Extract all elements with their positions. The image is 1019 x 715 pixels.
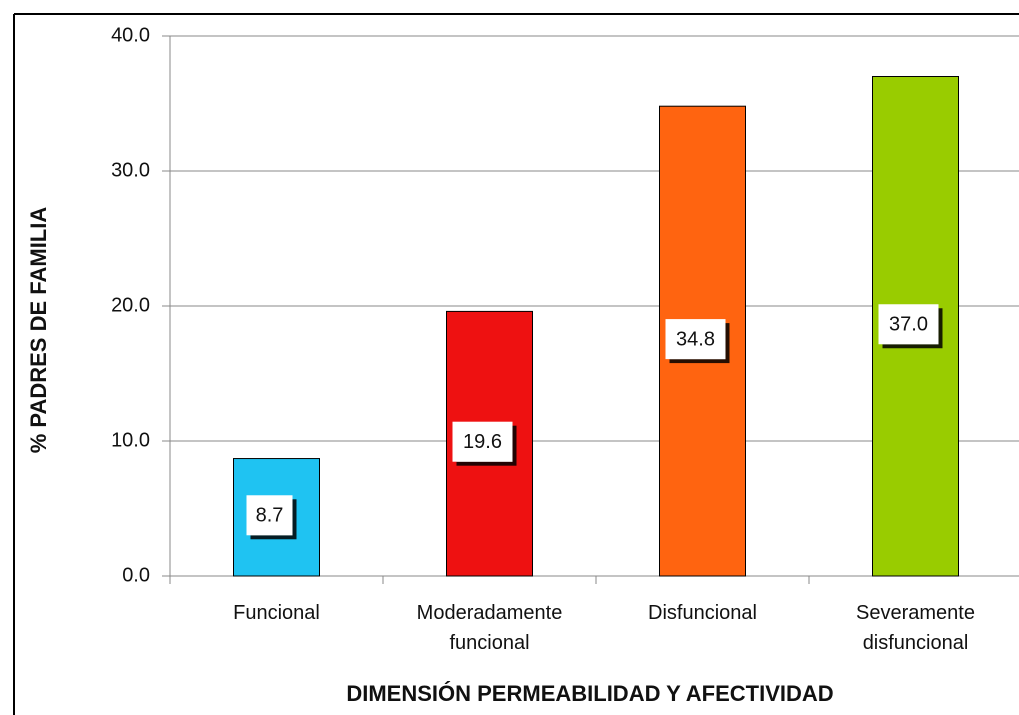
y-tick-label: 10.0 bbox=[111, 429, 150, 451]
y-tick-label: 20.0 bbox=[111, 294, 150, 316]
value-label: 37.0 bbox=[889, 314, 928, 336]
x-axis-title: DIMENSIÓN PERMEABILIDAD Y AFECTIVIDAD bbox=[346, 681, 833, 706]
y-tick-label: 0.0 bbox=[122, 564, 150, 586]
y-axis-title: % PADRES DE FAMILIA bbox=[26, 207, 51, 454]
x-tick-label: Moderadamente funcional bbox=[416, 602, 563, 654]
value-label: 34.8 bbox=[676, 328, 715, 350]
value-label: 8.7 bbox=[256, 505, 284, 527]
value-label-box bbox=[452, 421, 513, 462]
x-tick-label: Severamente disfuncional bbox=[856, 602, 975, 654]
value-label-box bbox=[878, 304, 939, 345]
x-tick-label: Funcional bbox=[233, 602, 320, 624]
value-label-box bbox=[665, 319, 726, 360]
value-label: 19.6 bbox=[463, 431, 502, 453]
x-tick-label: Disfuncional bbox=[648, 602, 757, 624]
y-tick-label: 40.0 bbox=[111, 24, 150, 46]
value-label-box bbox=[246, 495, 293, 536]
y-tick-label: 30.0 bbox=[111, 159, 150, 181]
